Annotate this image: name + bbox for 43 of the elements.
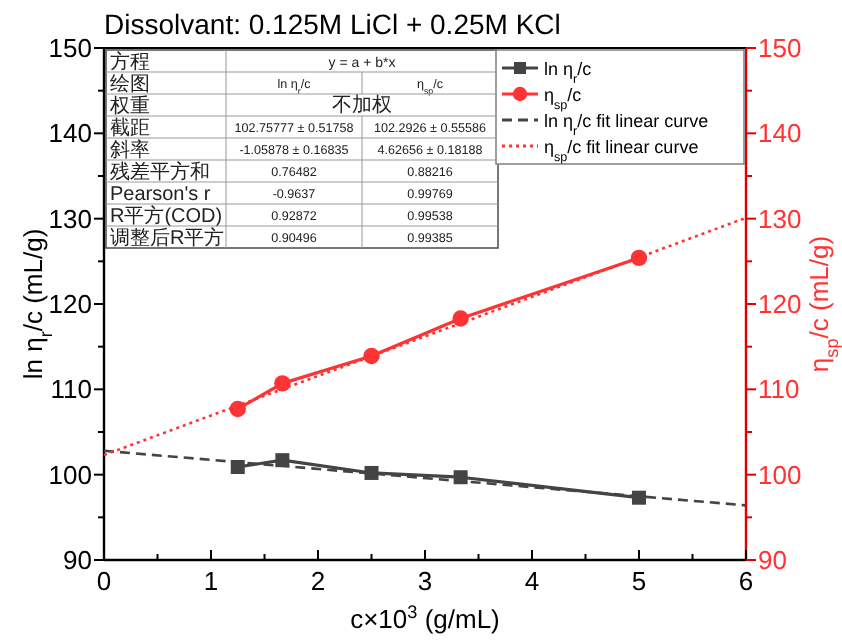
legend-label: η$_{sp}$/c fit linear curve: [544, 137, 699, 164]
annotation: 截距: [110, 116, 150, 140]
y2-tick-label: 140: [758, 118, 802, 149]
y2-tick-label: 110: [758, 374, 800, 405]
legend-label: η$_{sp}$/c: [544, 85, 583, 112]
x-tick-label: 5: [631, 566, 647, 596]
chart-title: Dissolvant: 0.125M LiCl + 0.25M KCl: [104, 8, 561, 40]
point: [274, 375, 291, 392]
x-tick-label: 2: [310, 566, 326, 596]
annotation: 调整后R平方: [110, 226, 225, 250]
y-tick-label: 90: [63, 545, 92, 575]
annotation: 绘图: [110, 72, 150, 96]
point: [363, 347, 380, 365]
x-axis-title: c×10$^{3}$ (g/mL): [350, 602, 500, 634]
legend-label: ln η$_{r}$/c fit linear curve: [544, 111, 709, 138]
y-tick-label: 110: [50, 374, 92, 405]
point: [630, 249, 648, 267]
point: [452, 310, 469, 327]
point: [632, 490, 646, 505]
annotation: R平方(COD): [110, 204, 223, 228]
x-tick-label: 0: [96, 566, 112, 596]
y-tick-label: 100: [48, 459, 92, 490]
x-tick-label: 3: [417, 566, 433, 596]
y-tick-label: 150: [48, 33, 92, 63]
x-tick-label: 6: [738, 566, 754, 596]
x-tick-label: 1: [203, 566, 219, 596]
y2-tick-label: 120: [758, 289, 802, 319]
point: [229, 400, 246, 418]
y-tick-label: 140: [48, 118, 92, 149]
legend-label: ln η$_{r}$/c: [544, 59, 593, 86]
y2-tick-label: 130: [758, 203, 802, 234]
y-tick-label: 130: [48, 203, 92, 234]
point: [364, 465, 379, 480]
annotation: 残差平方和: [110, 160, 210, 184]
annotation: Pearson's r: [110, 184, 212, 206]
annotation: 权重: [108, 94, 150, 118]
annotation: 方程: [110, 50, 150, 74]
y2-tick-label: 100: [758, 459, 802, 490]
y2-tick-label: 150: [758, 33, 802, 63]
x-tick-label: 4: [524, 566, 540, 596]
annotation: 斜率: [110, 138, 150, 162]
y2-tick-label: 90: [758, 545, 787, 575]
annotation: 不加权: [332, 93, 392, 117]
